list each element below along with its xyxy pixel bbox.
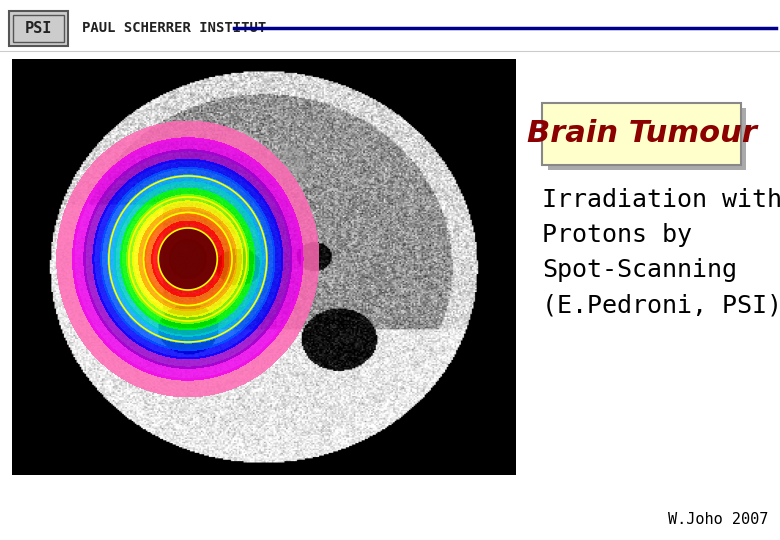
Text: W.Joho 2007: W.Joho 2007	[668, 511, 768, 526]
Text: Brain Tumour: Brain Tumour	[527, 119, 757, 148]
Text: Protons by: Protons by	[542, 223, 692, 247]
FancyBboxPatch shape	[548, 108, 746, 170]
Text: Spot-Scanning: Spot-Scanning	[542, 258, 737, 282]
FancyBboxPatch shape	[9, 11, 68, 46]
Text: Irradiation with: Irradiation with	[542, 188, 780, 212]
Text: PSI: PSI	[25, 21, 52, 36]
Text: PAUL SCHERRER INSTITUT: PAUL SCHERRER INSTITUT	[82, 21, 266, 35]
FancyBboxPatch shape	[542, 103, 741, 165]
Text: (E.Pedroni, PSI): (E.Pedroni, PSI)	[542, 293, 780, 317]
